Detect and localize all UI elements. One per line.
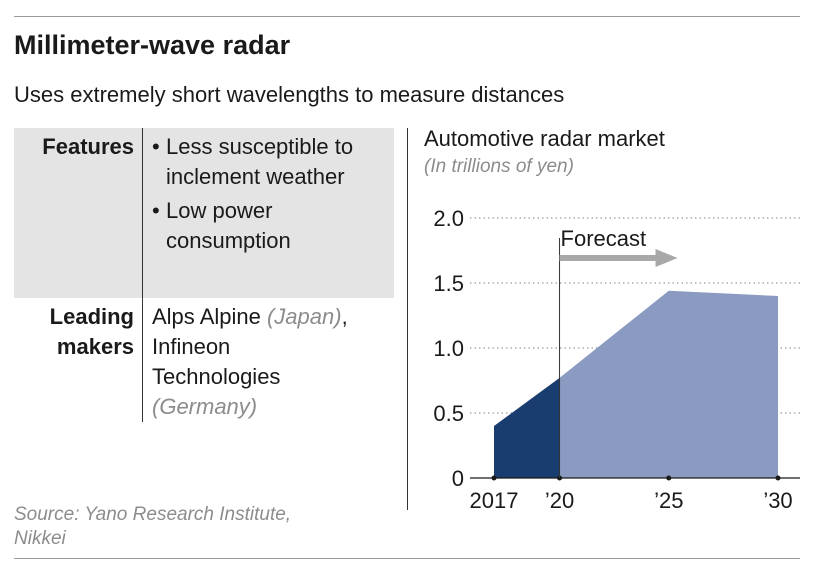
makers-label: Leading makers [50,302,134,362]
table-separator [142,128,143,422]
feature-item: • Less susceptible to inclement weather [152,132,388,192]
bullet-dot: • [152,134,160,159]
features-background [14,128,394,298]
y-tick-label: 1.5 [433,271,464,296]
actual-area [494,377,560,478]
makers-list: Alps Alpine (Japan), Infineon Technologi… [152,302,392,422]
forecast-label: Forecast [561,226,647,251]
feature-text: Less susceptible to inclement weather [166,134,354,189]
x-tick [666,475,672,481]
column-divider [407,128,408,510]
page-subtitle: Uses extremely short wavelengths to meas… [14,82,565,107]
x-tick [491,475,497,481]
maker-name: Alps Alpine [152,304,261,329]
features-list: • Less susceptible to inclement weather … [152,132,388,256]
top-rule [14,16,800,17]
bullet-dot: • [152,198,160,223]
feature-item: • Low power consumption [152,196,388,256]
forecast-arrow-head [655,249,678,267]
y-tick-label: 0 [452,466,464,491]
y-tick-label: 2.0 [433,206,464,231]
source-note: Source: Yano Research Institute, Nikkei [14,504,292,549]
features-label: Features [42,134,134,159]
x-tick-label: ’25 [654,488,683,513]
forecast-overlay: Forecast [559,226,678,478]
bottom-rule [14,558,800,559]
makers-label-line1: Leading [49,304,134,329]
maker-comma: , [341,304,348,329]
x-tick-label: ’20 [545,488,574,513]
y-tick-label: 1.0 [433,336,464,361]
feature-text: Low power consumption [166,198,291,253]
chart-axis: 2017 ’20 ’25 ’30 [470,475,800,513]
maker-infineon-line2: Technologies [152,364,281,389]
chart-areas [494,290,778,478]
x-tick [775,475,781,481]
y-tick-label: 0.5 [433,401,464,426]
maker-country: (Germany) [152,394,258,419]
maker-alps: Alps Alpine (Japan), [152,302,392,332]
x-tick-label: 2017 [470,488,519,513]
makers-label-line2: makers [56,334,134,359]
chart-unit-label: (In trillions of yen) [424,156,574,177]
chart-title: Automotive radar market [424,126,665,151]
maker-country: (Japan) [266,304,342,329]
x-tick-label: ’30 [763,488,792,513]
page-title: Millimeter-wave radar [14,30,291,60]
maker-infineon-line1: Infineon [152,334,231,359]
forecast-area [559,290,778,478]
